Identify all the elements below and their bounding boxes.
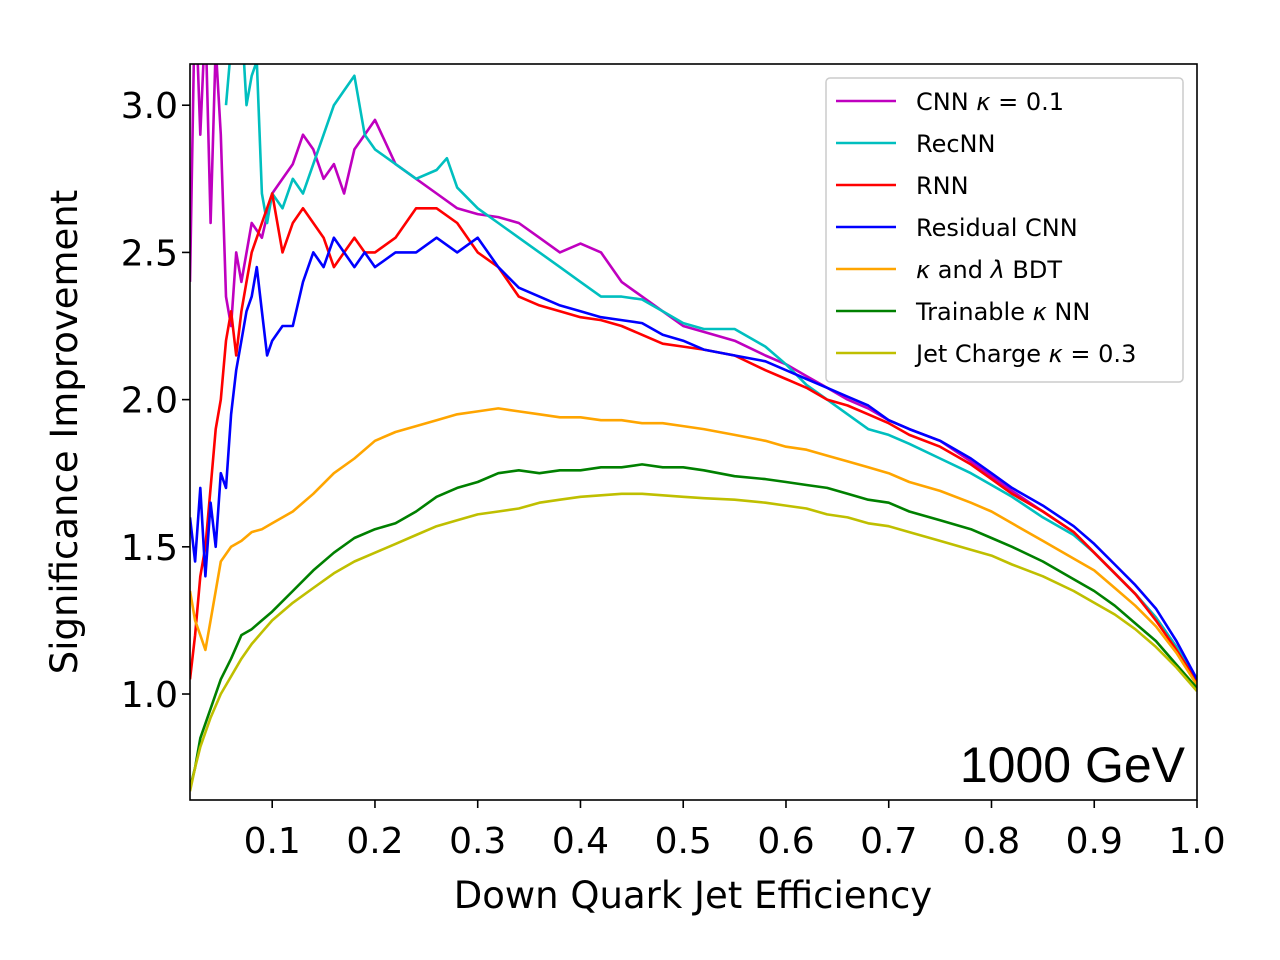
legend-label: Jet Charge κ = 0.3 (914, 340, 1136, 368)
legend-label: κ and λ BDT (916, 256, 1062, 284)
series-line-2 (190, 192, 1197, 683)
energy-annotation: 1000 GeV (960, 737, 1186, 793)
x-tick-label: 0.6 (757, 821, 814, 862)
series-line-5 (190, 463, 1197, 789)
y-axis-label: Significance Improvement (43, 190, 86, 675)
legend-box (825, 77, 1184, 383)
x-tick-label: 0.7 (860, 821, 917, 862)
series-line-3 (190, 236, 1197, 680)
series-line-6 (190, 492, 1197, 792)
y-tick-label: 2.0 (121, 381, 178, 422)
y-tick-label: 2.5 (121, 233, 178, 274)
x-tick-label: 0.5 (655, 821, 712, 862)
legend: CNN κ = 0.1 RecNN RNN Residual CNN κ and λ B… (825, 77, 1184, 383)
legend-label: Trainable κ NN (915, 298, 1090, 326)
series-line-4 (190, 407, 1197, 686)
legend-label: RecNN (916, 130, 995, 158)
y-tick-label: 1.0 (121, 675, 178, 716)
x-tick-label: 0.3 (449, 821, 506, 862)
x-tick-label: 1.0 (1168, 821, 1225, 862)
series-group (190, 64, 1197, 792)
y-tick-label: 3.0 (121, 86, 178, 127)
x-tick-label: 0.2 (346, 821, 403, 862)
x-axis-label: Down Quark Jet Efficiency (454, 874, 932, 917)
legend-label: RNN (916, 172, 969, 200)
x-tick-label: 0.1 (244, 821, 301, 862)
series-line-0 (190, 64, 1197, 683)
x-tick-label: 0.8 (963, 821, 1020, 862)
y-tick-label: 1.5 (121, 528, 178, 569)
x-tick-label: 0.4 (552, 821, 609, 862)
plot-frame (189, 63, 1198, 801)
legend-label: Residual CNN (916, 214, 1078, 242)
legend-label: CNN κ = 0.1 (916, 88, 1064, 116)
series-line-1 (224, 64, 1197, 683)
x-axis-ticks: 0.1 0.2 0.3 0.4 0.5 0.6 0.7 0.8 0.9 1.0 (244, 800, 1226, 862)
y-axis-ticks: 1.0 1.5 2.0 2.5 3.0 (121, 86, 190, 716)
x-tick-label: 0.9 (1066, 821, 1123, 862)
